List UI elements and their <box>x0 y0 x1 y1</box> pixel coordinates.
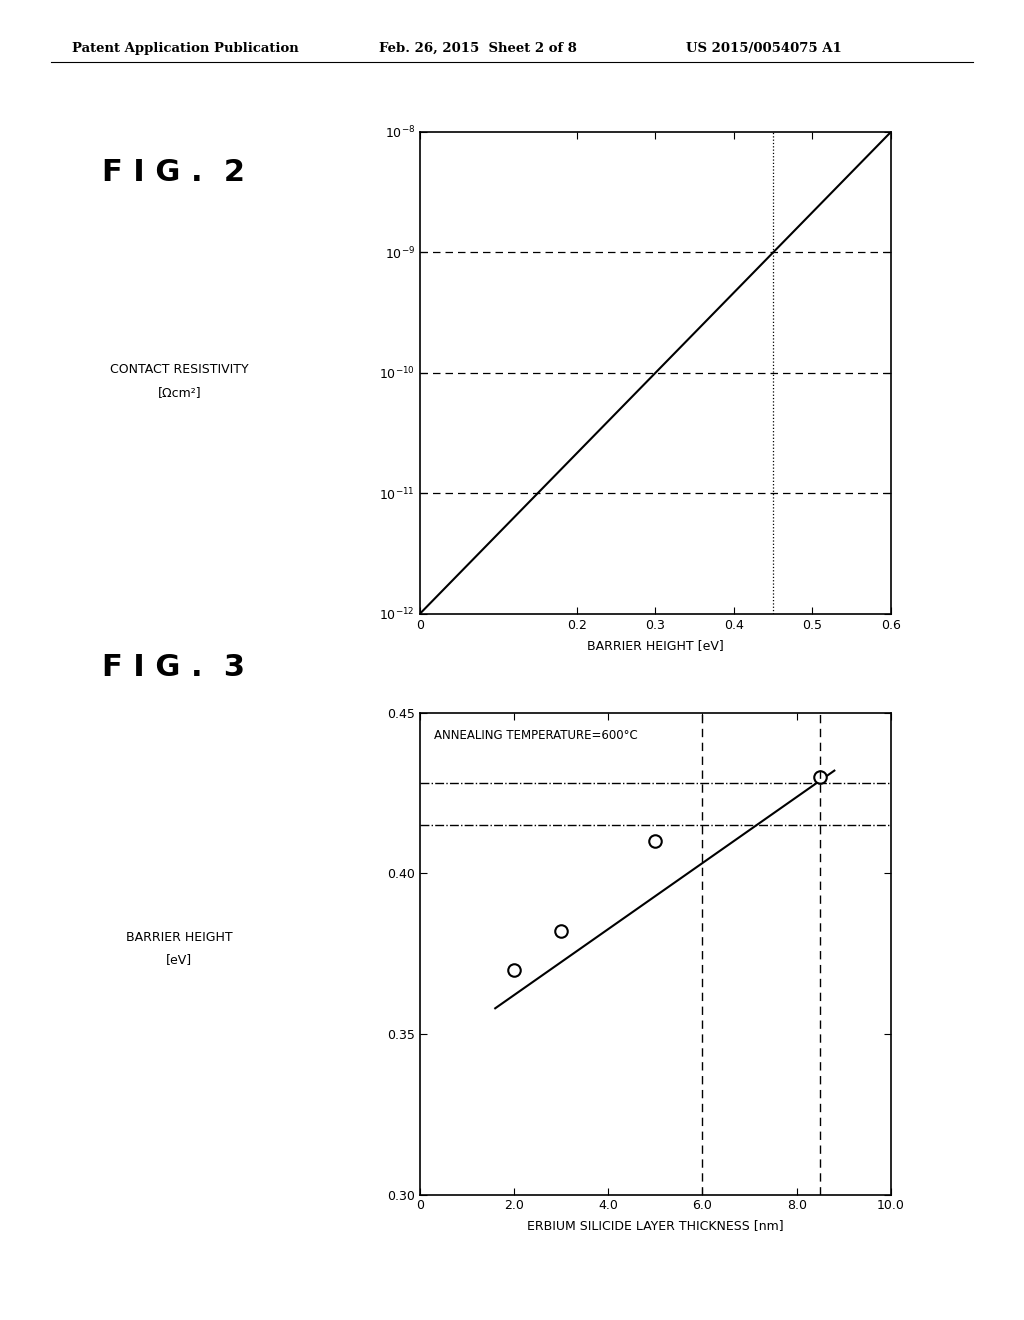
Text: Patent Application Publication: Patent Application Publication <box>72 42 298 55</box>
X-axis label: ERBIUM SILICIDE LAYER THICKNESS [nm]: ERBIUM SILICIDE LAYER THICKNESS [nm] <box>527 1220 783 1233</box>
Text: F I G .  3: F I G . 3 <box>102 653 246 682</box>
Text: ANNEALING TEMPERATURE=600°C: ANNEALING TEMPERATURE=600°C <box>434 729 638 742</box>
Text: F I G .  2: F I G . 2 <box>102 158 246 187</box>
Text: [eV]: [eV] <box>166 953 193 966</box>
Text: [Ωcm²]: [Ωcm²] <box>158 385 201 399</box>
Text: CONTACT RESISTIVITY: CONTACT RESISTIVITY <box>110 363 249 376</box>
Text: Feb. 26, 2015  Sheet 2 of 8: Feb. 26, 2015 Sheet 2 of 8 <box>379 42 577 55</box>
Text: US 2015/0054075 A1: US 2015/0054075 A1 <box>686 42 842 55</box>
X-axis label: BARRIER HEIGHT [eV]: BARRIER HEIGHT [eV] <box>587 639 724 652</box>
Text: BARRIER HEIGHT: BARRIER HEIGHT <box>126 931 232 944</box>
